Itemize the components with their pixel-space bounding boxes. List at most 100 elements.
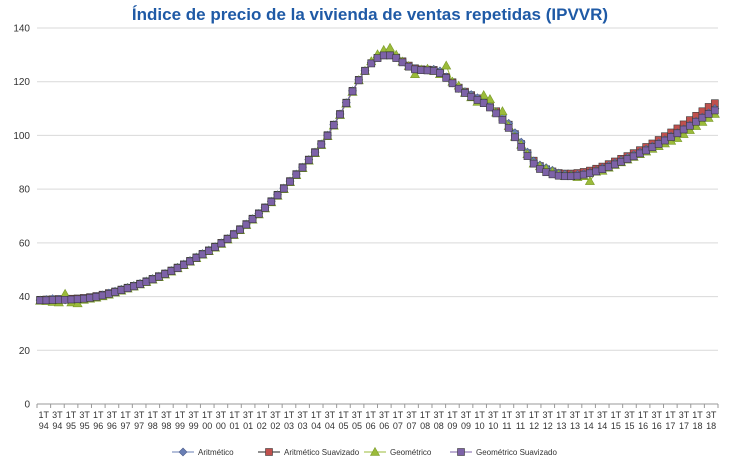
x-tick-year: 01 — [229, 421, 239, 431]
x-tick-quarter: 1T — [638, 410, 649, 420]
x-tick-year: 97 — [121, 421, 131, 431]
data-point — [304, 156, 313, 164]
x-tick-quarter: 1T — [420, 410, 431, 420]
y-tick-label: 40 — [19, 292, 31, 303]
x-tick-year: 07 — [393, 421, 403, 431]
data-point — [523, 152, 532, 160]
x-tick-year: 01 — [243, 421, 253, 431]
data-point — [311, 148, 319, 157]
x-tick-quarter: 1T — [556, 410, 567, 420]
chart-title: Índice de precio de la vivienda de venta… — [132, 5, 608, 24]
gridlines — [37, 27, 718, 405]
data-point — [336, 110, 344, 119]
legend-label: Geométrico — [390, 448, 432, 457]
data-point — [478, 90, 489, 99]
x-tick-year: 14 — [597, 421, 607, 431]
x-tick-quarter: 1T — [338, 410, 349, 420]
x-tick-quarter: 3T — [134, 410, 145, 420]
x-tick-quarter: 1T — [665, 410, 676, 420]
x-tick-year: 09 — [461, 421, 471, 431]
x-tick-year: 09 — [447, 421, 457, 431]
x-tick-year: 07 — [407, 421, 417, 431]
x-tick-quarter: 1T — [93, 410, 104, 420]
x-tick-quarter: 3T — [434, 410, 445, 420]
x-tick-year: 12 — [529, 421, 539, 431]
legend-item: Aritmético — [172, 447, 234, 457]
data-point — [409, 69, 420, 78]
x-tick-quarter: 3T — [270, 410, 281, 420]
legend-item: Aritmético Suavizado — [258, 448, 360, 457]
x-tick-quarter: 1T — [39, 410, 50, 420]
x-tick-quarter: 1T — [175, 410, 186, 420]
series-line — [40, 54, 716, 301]
data-point — [398, 58, 407, 67]
series-geométrico — [35, 42, 720, 308]
x-tick-year: 98 — [161, 421, 171, 431]
data-point — [392, 54, 401, 62]
x-tick-year: 04 — [311, 421, 321, 431]
x-tick-quarter: 3T — [243, 410, 254, 420]
y-axis-ticks: 0 20 40 60 80 100 120 140 — [13, 24, 30, 411]
series-line — [40, 54, 716, 301]
data-point — [511, 133, 519, 142]
x-tick-quarter: 3T — [406, 410, 417, 420]
data-point — [441, 60, 452, 70]
x-tick-year: 94 — [39, 421, 49, 431]
x-tick-year: 95 — [80, 421, 90, 431]
data-point — [686, 121, 694, 130]
x-tick-year: 11 — [502, 421, 511, 431]
x-tick-quarter: 1T — [393, 410, 404, 420]
data-point — [254, 210, 263, 218]
x-tick-year: 16 — [638, 421, 648, 431]
data-point — [517, 143, 525, 151]
x-tick-year: 03 — [284, 421, 294, 431]
x-tick-year: 02 — [257, 421, 267, 431]
x-tick-quarter: 3T — [706, 410, 717, 420]
x-tick-quarter: 3T — [488, 410, 499, 420]
x-tick-year: 96 — [93, 421, 103, 431]
legend-label: Geométrico Suavizado — [476, 448, 557, 457]
x-tick-quarter: 1T — [611, 410, 622, 420]
x-tick-year: 15 — [611, 421, 621, 431]
x-tick-year: 02 — [270, 421, 280, 431]
data-point — [497, 106, 508, 116]
x-tick-quarter: 1T — [447, 410, 458, 420]
series-group — [35, 42, 720, 308]
x-tick-year: 14 — [584, 421, 594, 431]
x-tick-quarter: 3T — [216, 410, 227, 420]
data-point — [367, 59, 376, 68]
x-tick-year: 04 — [325, 421, 335, 431]
x-tick-year: 16 — [652, 421, 662, 431]
x-axis-ticks: 1T943T941T953T951T963T961T973T971T983T98… — [36, 404, 719, 431]
data-point — [442, 74, 451, 82]
x-tick-quarter: 1T — [474, 410, 485, 420]
data-point — [292, 170, 301, 179]
x-tick-quarter: 3T — [188, 410, 199, 420]
x-tick-year: 15 — [624, 421, 634, 431]
x-tick-quarter: 1T — [529, 410, 540, 420]
x-tick-year: 10 — [475, 421, 485, 431]
y-tick-label: 80 — [19, 185, 31, 196]
data-point — [361, 67, 369, 75]
x-tick-year: 95 — [66, 421, 76, 431]
data-point — [486, 103, 494, 112]
y-tick-label: 60 — [19, 238, 31, 249]
data-point — [484, 94, 495, 103]
data-point — [448, 79, 457, 88]
x-tick-year: 96 — [107, 421, 117, 431]
y-tick-label: 100 — [13, 131, 30, 142]
series-aritmético — [35, 50, 720, 305]
x-tick-quarter: 3T — [570, 410, 581, 420]
x-tick-year: 18 — [693, 421, 703, 431]
x-tick-quarter: 1T — [311, 410, 322, 420]
data-point — [329, 121, 338, 130]
x-tick-year: 97 — [134, 421, 144, 431]
x-tick-year: 99 — [189, 421, 199, 431]
x-tick-quarter: 3T — [325, 410, 336, 420]
data-point — [348, 87, 357, 96]
data-point — [323, 131, 332, 140]
legend-marker — [265, 448, 273, 456]
x-tick-quarter: 3T — [297, 410, 308, 420]
x-tick-quarter: 3T — [107, 410, 118, 420]
x-tick-quarter: 1T — [229, 410, 240, 420]
